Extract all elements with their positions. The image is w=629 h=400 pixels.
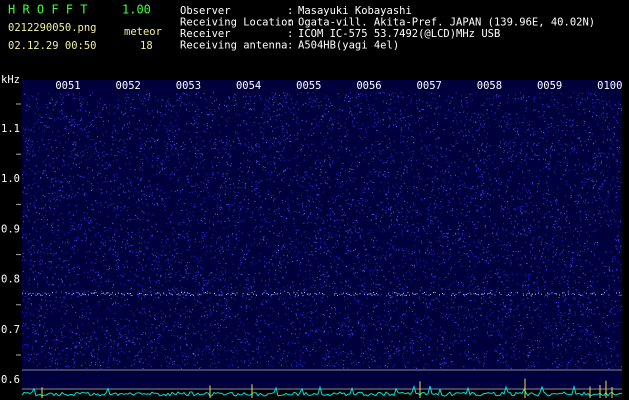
signal-strip xyxy=(21,378,623,398)
time-label: 0054 xyxy=(236,80,261,92)
info-label: Receiving antenna xyxy=(180,40,287,52)
spectrogram xyxy=(22,80,622,390)
axis-label: 1.0 xyxy=(1,173,20,185)
time-label: 0100 xyxy=(597,80,622,92)
frequency-axis: kHz 1.1 1.0 0.9 0.8 0.7 0.6 0051 0052 0053 0054 005… xyxy=(1,74,622,386)
info-separator: : xyxy=(287,28,293,40)
noise-dots xyxy=(22,92,622,369)
time-label: 0058 xyxy=(477,80,502,92)
axis-label: 0.7 xyxy=(1,324,20,336)
info-value: Ogata-vill. Akita-Pref. JAPAN (139.96E, … xyxy=(298,17,595,29)
axis-unit: kHz xyxy=(1,74,20,86)
file-name: 0212290050.png xyxy=(8,22,97,34)
spectrogram-noise xyxy=(22,92,622,369)
info-block: Observer: Masayuki Kobayashi Receiving Loc… xyxy=(180,5,595,52)
info-value: A504HB(yagi 4el) xyxy=(298,40,399,52)
time-label: 0053 xyxy=(176,80,201,92)
meteor-label: meteor xyxy=(124,26,162,38)
axis-label: 1.1 xyxy=(1,123,20,135)
axis-label: 0.9 xyxy=(1,223,20,235)
meteor-count: 18 xyxy=(140,40,153,52)
time-label: 0055 xyxy=(296,80,321,92)
info-separator: : xyxy=(287,5,293,17)
info-value: Masayuki Kobayashi xyxy=(298,5,412,17)
info-label: Observer xyxy=(180,5,231,17)
signal-trace xyxy=(21,384,623,397)
time-label: 0051 xyxy=(55,80,80,92)
time-label: 0052 xyxy=(116,80,141,92)
axis-label: 0.6 xyxy=(1,374,20,386)
info-separator: : xyxy=(287,17,293,29)
app-version: 1.00 xyxy=(122,3,151,17)
timestamp: 02.12.29 00:50 xyxy=(8,40,97,52)
info-label: Receiving Location xyxy=(180,17,294,29)
info-label: Receiver xyxy=(180,28,231,40)
info-value: ICOM IC-575 53.7492(@LCD)MHz USB xyxy=(298,28,500,40)
time-label: 0057 xyxy=(417,80,442,92)
info-separator: : xyxy=(287,40,293,52)
time-label: 0059 xyxy=(537,80,562,92)
time-label: 0056 xyxy=(356,80,381,92)
axis-label: 0.8 xyxy=(1,274,20,286)
app-name: H R O F F T xyxy=(8,3,87,17)
